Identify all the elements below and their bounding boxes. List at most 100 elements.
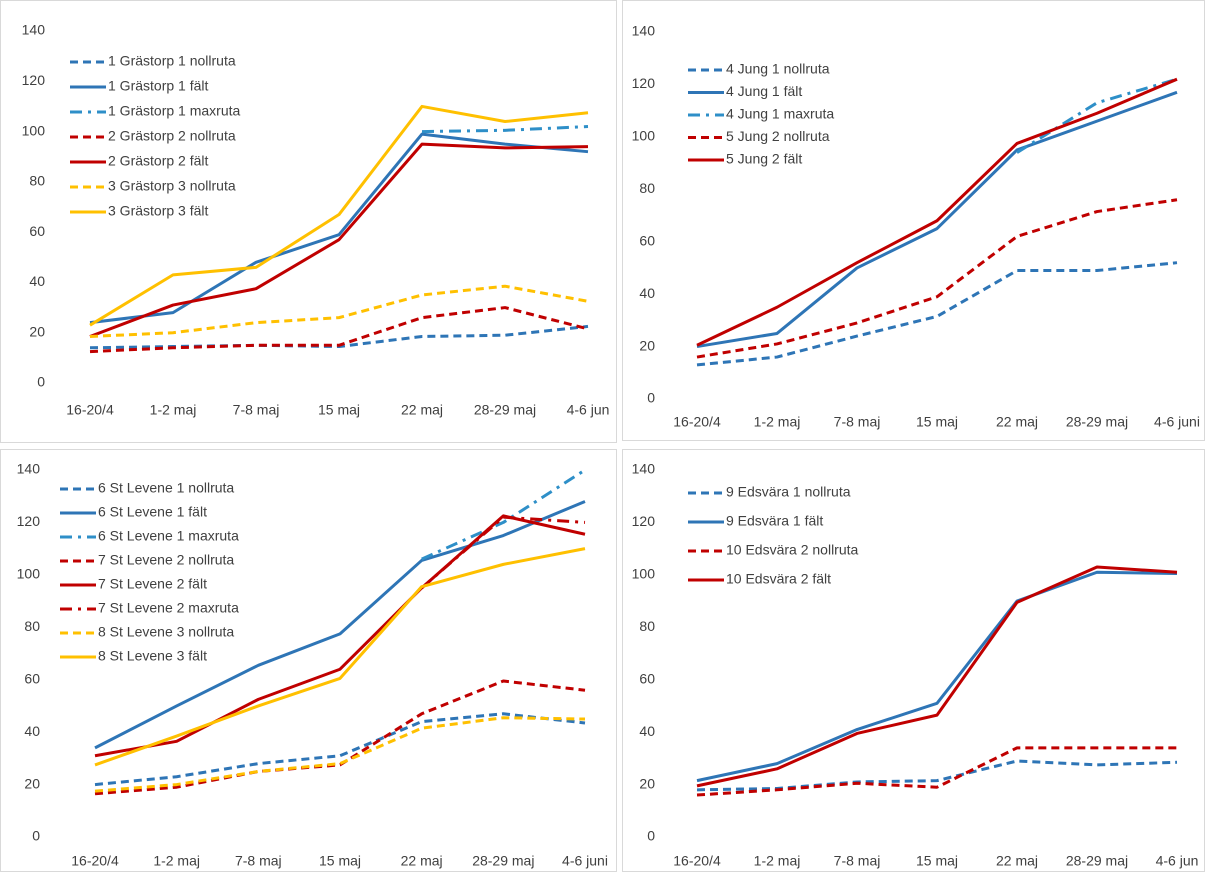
y-tick-label: 40 xyxy=(639,285,655,301)
series-line xyxy=(696,261,1178,367)
series-line xyxy=(696,77,1178,347)
legend-label: 2 Grästorp 2 fält xyxy=(108,153,208,169)
series-line xyxy=(94,679,586,796)
y-tick-label: 140 xyxy=(22,22,46,38)
series-line xyxy=(89,142,589,338)
x-tick-label: 4-6 jun xyxy=(1156,853,1199,869)
series-line xyxy=(421,125,589,134)
y-tick-label: 140 xyxy=(632,23,656,39)
y-tick-label: 60 xyxy=(29,223,45,239)
legend-label: 2 Grästorp 2 nollruta xyxy=(108,128,236,144)
x-tick-label: 28-29 maj xyxy=(1066,414,1128,430)
y-tick-label: 80 xyxy=(639,180,655,196)
x-tick-label: 16-20/4 xyxy=(673,414,721,430)
series-line xyxy=(420,515,586,590)
legend-label: 10 Edsvära 2 nollruta xyxy=(726,542,859,558)
y-tick-label: 120 xyxy=(632,75,656,91)
y-tick-label: 60 xyxy=(639,670,655,686)
legend-label: 8 St Levene 3 fält xyxy=(98,648,207,664)
legend-label: 6 St Levene 1 nollruta xyxy=(98,480,234,496)
legend-label: 8 St Levene 3 nollruta xyxy=(98,624,234,640)
series-line xyxy=(696,198,1178,359)
y-tick-label: 20 xyxy=(639,775,655,791)
y-tick-label: 40 xyxy=(24,723,40,739)
x-tick-label: 7-8 maj xyxy=(235,853,282,869)
series-line xyxy=(94,547,586,767)
y-tick-label: 0 xyxy=(647,390,655,406)
legend-label: 3 Grästorp 3 fält xyxy=(108,203,208,219)
series-line xyxy=(696,565,1178,788)
y-tick-label: 80 xyxy=(24,618,40,634)
legend-label: 1 Grästorp 1 maxruta xyxy=(108,103,240,119)
series-line xyxy=(696,90,1178,349)
panel xyxy=(622,449,1205,872)
legend-label: 9 Edsvära 1 fält xyxy=(726,513,823,529)
series-line xyxy=(89,132,589,325)
x-tick-label: 4-6 juni xyxy=(562,853,608,869)
x-tick-label: 15 maj xyxy=(319,853,361,869)
y-tick-label: 40 xyxy=(639,723,655,739)
x-tick-label: 1-2 maj xyxy=(153,853,200,869)
x-tick-label: 1-2 maj xyxy=(754,414,801,430)
legend-label: 7 St Levene 2 maxruta xyxy=(98,600,239,616)
panel xyxy=(0,449,617,872)
series-line xyxy=(421,468,586,561)
x-tick-label: 22 maj xyxy=(996,414,1038,430)
legend-label: 10 Edsvära 2 fält xyxy=(726,571,831,587)
x-tick-label: 4-6 juni xyxy=(1154,414,1200,430)
series-line xyxy=(94,716,586,793)
legend-label: 5 Jung 2 fält xyxy=(726,151,802,167)
y-tick-label: 20 xyxy=(29,323,45,339)
y-tick-label: 20 xyxy=(639,337,655,353)
x-tick-label: 7-8 maj xyxy=(834,853,881,869)
series-line xyxy=(696,746,1177,797)
series-line xyxy=(1016,77,1178,154)
legend-label: 4 Jung 1 maxruta xyxy=(726,106,834,122)
x-tick-label: 22 maj xyxy=(401,402,443,418)
x-tick-label: 28-29 maj xyxy=(1066,853,1128,869)
series-line xyxy=(94,712,586,787)
legend-label: 1 Grästorp 1 nollruta xyxy=(108,53,236,69)
x-tick-label: 7-8 maj xyxy=(233,402,280,418)
x-tick-label: 15 maj xyxy=(916,853,958,869)
legend-label: 6 St Levene 1 maxruta xyxy=(98,528,239,544)
x-tick-label: 4-6 jun xyxy=(567,402,610,418)
series-line xyxy=(89,306,589,354)
y-tick-label: 140 xyxy=(17,461,41,477)
x-tick-label: 1-2 maj xyxy=(754,853,801,869)
panel xyxy=(622,0,1205,441)
y-tick-label: 120 xyxy=(632,513,656,529)
legend-label: 3 Grästorp 3 nollruta xyxy=(108,178,236,194)
legend-label: 4 Jung 1 nollruta xyxy=(726,61,830,77)
y-tick-label: 120 xyxy=(17,513,41,529)
y-tick-label: 80 xyxy=(639,618,655,634)
x-tick-label: 15 maj xyxy=(318,402,360,418)
y-tick-label: 0 xyxy=(647,828,655,844)
series-line xyxy=(89,104,589,327)
x-tick-label: 16-20/4 xyxy=(673,853,721,869)
x-tick-label: 1-2 maj xyxy=(150,402,197,418)
x-tick-label: 16-20/4 xyxy=(71,853,119,869)
x-tick-label: 28-29 maj xyxy=(474,402,536,418)
panel xyxy=(0,0,617,443)
x-tick-label: 28-29 maj xyxy=(472,853,534,869)
y-tick-label: 60 xyxy=(24,670,40,686)
y-tick-label: 120 xyxy=(22,72,46,88)
y-tick-label: 140 xyxy=(632,461,656,477)
y-tick-label: 100 xyxy=(17,566,41,582)
y-tick-label: 0 xyxy=(32,828,40,844)
series-line xyxy=(89,284,589,338)
x-tick-label: 22 maj xyxy=(401,853,443,869)
y-tick-label: 20 xyxy=(24,775,40,791)
legend-label: 7 St Levene 2 fält xyxy=(98,576,207,592)
y-tick-label: 100 xyxy=(632,128,656,144)
series-line xyxy=(696,570,1178,783)
legend-label: 1 Grästorp 1 fält xyxy=(108,78,208,94)
y-tick-label: 100 xyxy=(632,566,656,582)
legend-label: 5 Jung 2 nollruta xyxy=(726,128,830,144)
x-tick-label: 16-20/4 xyxy=(66,402,114,418)
legend-label: 7 St Levene 2 nollruta xyxy=(98,552,234,568)
series-line xyxy=(94,500,586,750)
x-tick-label: 15 maj xyxy=(916,414,958,430)
